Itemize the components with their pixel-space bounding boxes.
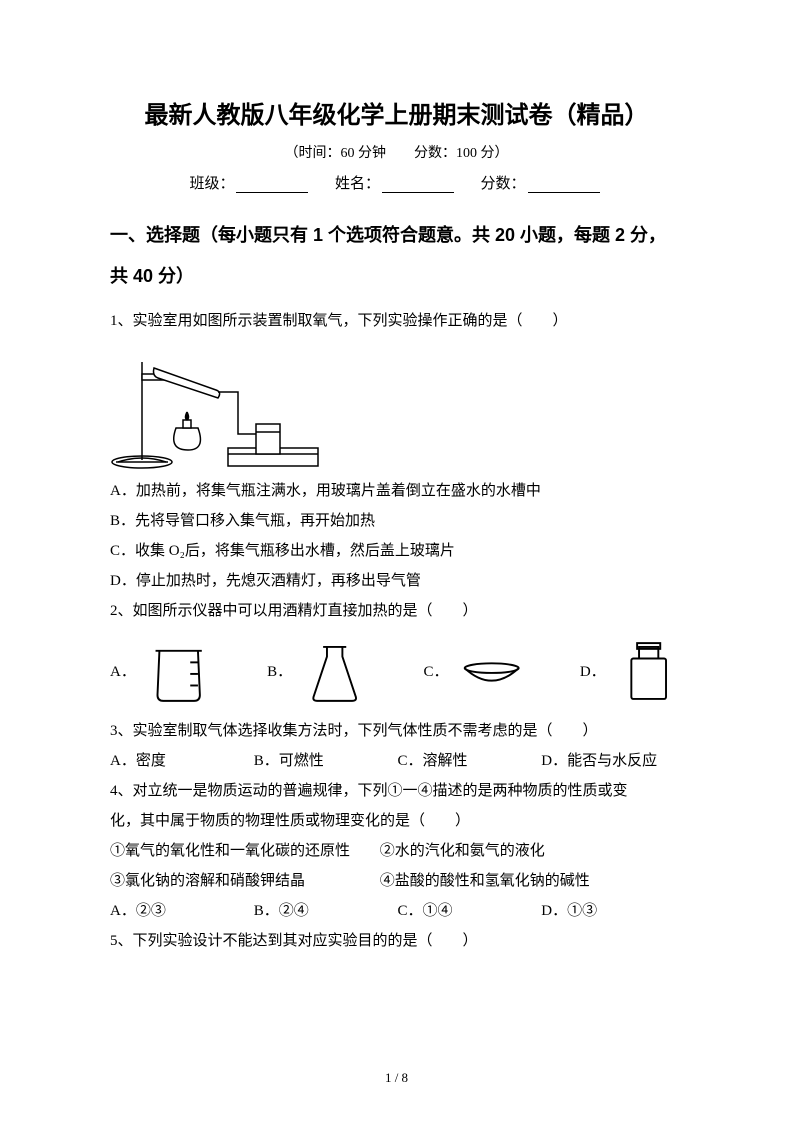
- q3-stem: 3、实验室制取气体选择收集方法时，下列气体性质不需考虑的是（ ）: [110, 716, 683, 746]
- q4-item-1: ①氧气的氧化性和一氧化碳的还原性: [110, 836, 376, 866]
- evaporating-dish-icon: [457, 636, 526, 708]
- q1-stem: 1、实验室用如图所示装置制取氧气，下列实验操作正确的是（ ）: [110, 306, 683, 336]
- q4-opt-d: D．①③: [541, 896, 681, 926]
- q4-items-row1: ①氧气的氧化性和一氧化碳的还原性 ②水的汽化和氨气的液化: [110, 836, 683, 866]
- q2-opt-a-label: A．: [110, 657, 136, 687]
- q4-options: A．②③ B．②④ C．①④ D．①③: [110, 896, 683, 926]
- q1-opt-a: A．加热前，将集气瓶注满水，用玻璃片盖着倒立在盛水的水槽中: [110, 476, 683, 506]
- q4-item-4: ④盐酸的酸性和氢氧化钠的碱性: [380, 873, 590, 889]
- info-line: 班级： 姓名： 分数：: [110, 172, 683, 193]
- q3-opt-b: B．可燃性: [254, 746, 394, 776]
- question-4: 4、对立统一是物质运动的普遍规律，下列①一④描述的是两种物质的性质或变 化，其中…: [110, 776, 683, 926]
- q3-options: A．密度 B．可燃性 C．溶解性 D．能否与水反应: [110, 746, 683, 776]
- flask-icon: [300, 636, 369, 708]
- q4-item-2: ②水的汽化和氨气的液化: [380, 843, 545, 859]
- section-1-header: 一、选择题（每小题只有 1 个选项符合题意。共 20 小题，每题 2 分，共 4…: [110, 215, 683, 298]
- reagent-bottle-icon: [614, 636, 683, 708]
- subtitle: （时间：60 分钟 分数：100 分）: [110, 142, 683, 162]
- q4-opt-c: C．①④: [398, 896, 538, 926]
- score-label: 分数：: [481, 176, 526, 192]
- q2-opt-c-label: C．: [423, 657, 448, 687]
- name-blank[interactable]: [382, 177, 454, 193]
- q3-opt-d: D．能否与水反应: [541, 746, 681, 776]
- q3-opt-a: A．密度: [110, 746, 250, 776]
- page-number: 1 / 8: [0, 1070, 793, 1086]
- q2-options-row: A． B． C．: [110, 636, 683, 708]
- class-blank[interactable]: [236, 177, 308, 193]
- q4-item-3: ③氯化钠的溶解和硝酸钾结晶: [110, 866, 376, 896]
- question-2: 2、如图所示仪器中可以用酒精灯直接加热的是（ ） A． B．: [110, 596, 683, 708]
- question-5: 5、下列实验设计不能达到其对应实验目的的是（ ）: [110, 926, 683, 956]
- class-label: 班级：: [189, 176, 234, 192]
- q2-stem: 2、如图所示仪器中可以用酒精灯直接加热的是（ ）: [110, 596, 683, 626]
- q4-opt-b: B．②④: [254, 896, 394, 926]
- score-blank[interactable]: [528, 177, 600, 193]
- q1-opt-d: D．停止加热时，先熄灭酒精灯，再移出导气管: [110, 566, 683, 596]
- q1-opt-b: B．先将导管口移入集气瓶，再开始加热: [110, 506, 683, 536]
- q1-opt-c: C．收集 O₂后，将集气瓶移出水槽，然后盖上玻璃片: [110, 536, 683, 566]
- question-3: 3、实验室制取气体选择收集方法时，下列气体性质不需考虑的是（ ） A．密度 B．…: [110, 716, 683, 776]
- q5-stem: 5、下列实验设计不能达到其对应实验目的的是（ ）: [110, 926, 683, 956]
- page-title: 最新人教版八年级化学上册期末测试卷（精品）: [110, 95, 683, 130]
- q4-stem-2: 化，其中属于物质的物理性质或物理变化的是（ ）: [110, 806, 683, 836]
- q2-opt-d-label: D．: [580, 657, 606, 687]
- beaker-icon: [144, 636, 213, 708]
- q3-opt-c: C．溶解性: [398, 746, 538, 776]
- q4-stem-1: 4、对立统一是物质运动的普遍规律，下列①一④描述的是两种物质的性质或变: [110, 776, 683, 806]
- q2-opt-b-label: B．: [267, 657, 292, 687]
- q1-apparatus-figure: [106, 342, 326, 472]
- name-label: 姓名：: [335, 176, 380, 192]
- q4-items-row2: ③氯化钠的溶解和硝酸钾结晶 ④盐酸的酸性和氢氧化钠的碱性: [110, 866, 683, 896]
- question-1: 1、实验室用如图所示装置制取氧气，下列实验操作正确的是（ ）: [110, 306, 683, 596]
- q4-opt-a: A．②③: [110, 896, 250, 926]
- exam-page: 最新人教版八年级化学上册期末测试卷（精品） （时间：60 分钟 分数：100 分…: [0, 0, 793, 1122]
